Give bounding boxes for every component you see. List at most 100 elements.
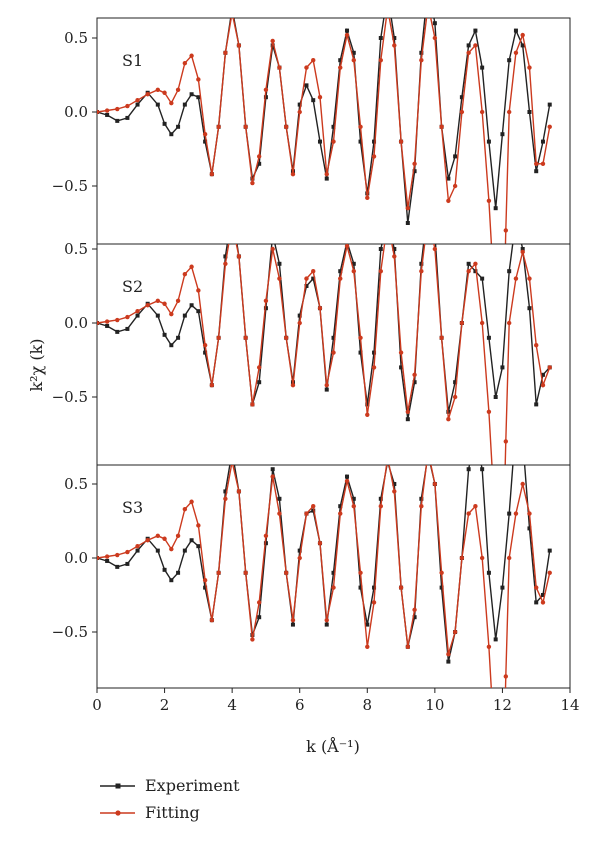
experiment-point	[514, 423, 518, 427]
fitting-point	[243, 124, 248, 129]
fitting-point	[385, 6, 389, 10]
fitting-point	[486, 409, 492, 414]
experiment-point	[466, 43, 471, 48]
experiment-point	[453, 154, 458, 159]
fitting-point	[426, 214, 430, 218]
fitting-point	[365, 195, 370, 201]
fitting-point	[358, 335, 363, 340]
fitting-point	[506, 555, 512, 561]
experiment-point	[324, 387, 329, 392]
experiment-point	[446, 659, 451, 664]
experiment-point	[365, 402, 370, 407]
y-tick-label: 0.0	[64, 314, 88, 332]
fitting-point	[466, 269, 471, 274]
fitting-point	[270, 474, 275, 479]
experiment-point	[331, 335, 336, 340]
fitting-point	[466, 511, 471, 516]
fitting-point	[324, 617, 329, 623]
fitting-point	[459, 555, 465, 561]
experiment-point	[230, 210, 234, 214]
fitting-point	[284, 124, 289, 129]
experiment-point	[345, 474, 350, 479]
experiment-point	[105, 112, 110, 117]
fitting-point	[331, 585, 336, 590]
fitting-point	[520, 249, 525, 255]
experiment-point	[534, 169, 539, 174]
experiment-point	[392, 247, 397, 251]
fitting-point	[439, 570, 444, 575]
panel-series	[97, 423, 552, 688]
experiment-point	[419, 496, 424, 501]
experiment-point	[486, 335, 491, 340]
experiment-point	[331, 570, 336, 575]
fitting-point	[385, 455, 389, 459]
experiment-point	[115, 118, 120, 123]
experiment-point	[338, 504, 343, 509]
experiment-point	[547, 102, 552, 107]
experiment-point	[345, 28, 350, 33]
experiment-point	[507, 269, 512, 274]
panels-group: 0.5 0.0 −0.5 S1 0.5 0.0 −0.5 S2 0.5 0.0 −0.5 S3	[52, 6, 571, 689]
fitting-point	[311, 58, 316, 63]
fitting-point	[378, 269, 383, 274]
experiment-point	[378, 496, 383, 501]
experiment-point	[271, 232, 275, 236]
experiment-point	[105, 323, 110, 328]
experiment-point	[125, 326, 130, 331]
experiment-point	[351, 496, 356, 501]
fitting-point	[250, 402, 255, 407]
experiment-point	[405, 417, 410, 422]
fitting-point	[182, 60, 188, 66]
fitting-point	[162, 536, 167, 541]
fitting-point	[182, 506, 188, 512]
fitting-point	[459, 109, 465, 115]
fitting-point	[277, 511, 282, 516]
x-tick-label: 0	[92, 696, 102, 714]
fitting-point	[97, 320, 100, 326]
fitting-point	[338, 276, 343, 281]
fitting-point	[506, 109, 512, 115]
fitting-point	[317, 95, 323, 100]
fitting-point	[439, 335, 444, 340]
fitting-point	[324, 171, 329, 177]
fitting-point	[297, 320, 302, 326]
experiment-point	[176, 124, 181, 129]
fitting-point	[277, 276, 282, 281]
fitting-point	[202, 132, 208, 137]
experiment-point	[392, 482, 397, 486]
fitting-point	[317, 306, 323, 311]
fitting-point	[392, 489, 397, 494]
experiment-point	[223, 254, 228, 259]
fitting-point	[540, 382, 546, 388]
x-tick-label: 6	[295, 696, 305, 714]
fitting-point	[202, 343, 208, 348]
fitting-point	[216, 124, 221, 129]
experiment-point	[182, 313, 187, 318]
legend-label: Fitting	[145, 803, 200, 822]
fitting-point	[392, 254, 397, 259]
fitting-point	[534, 343, 539, 348]
fitting-point	[527, 65, 532, 70]
experiment-point	[386, 460, 390, 464]
experiment-point	[162, 121, 167, 126]
experiment-point	[466, 467, 471, 472]
fitting-point	[125, 314, 130, 320]
panel-s3: 0.5 0.0 −0.5 S3	[52, 423, 571, 689]
panel-series	[97, 6, 552, 244]
fitting-point	[324, 382, 329, 388]
experiment-point	[514, 217, 518, 221]
fitting-point	[155, 87, 161, 93]
experiment-point	[351, 261, 356, 266]
experiment-point	[257, 161, 262, 166]
fitting-point	[189, 264, 194, 269]
fitting-point	[304, 276, 309, 281]
experiment-point	[230, 449, 234, 453]
fitting-point	[446, 417, 451, 422]
experiment-point	[311, 508, 316, 513]
fitting-point	[351, 269, 356, 274]
y-tick-label: 0.5	[64, 475, 88, 493]
experiment-point	[324, 176, 329, 181]
panel-label: S1	[122, 51, 143, 70]
x-tick-label: 4	[227, 696, 237, 714]
